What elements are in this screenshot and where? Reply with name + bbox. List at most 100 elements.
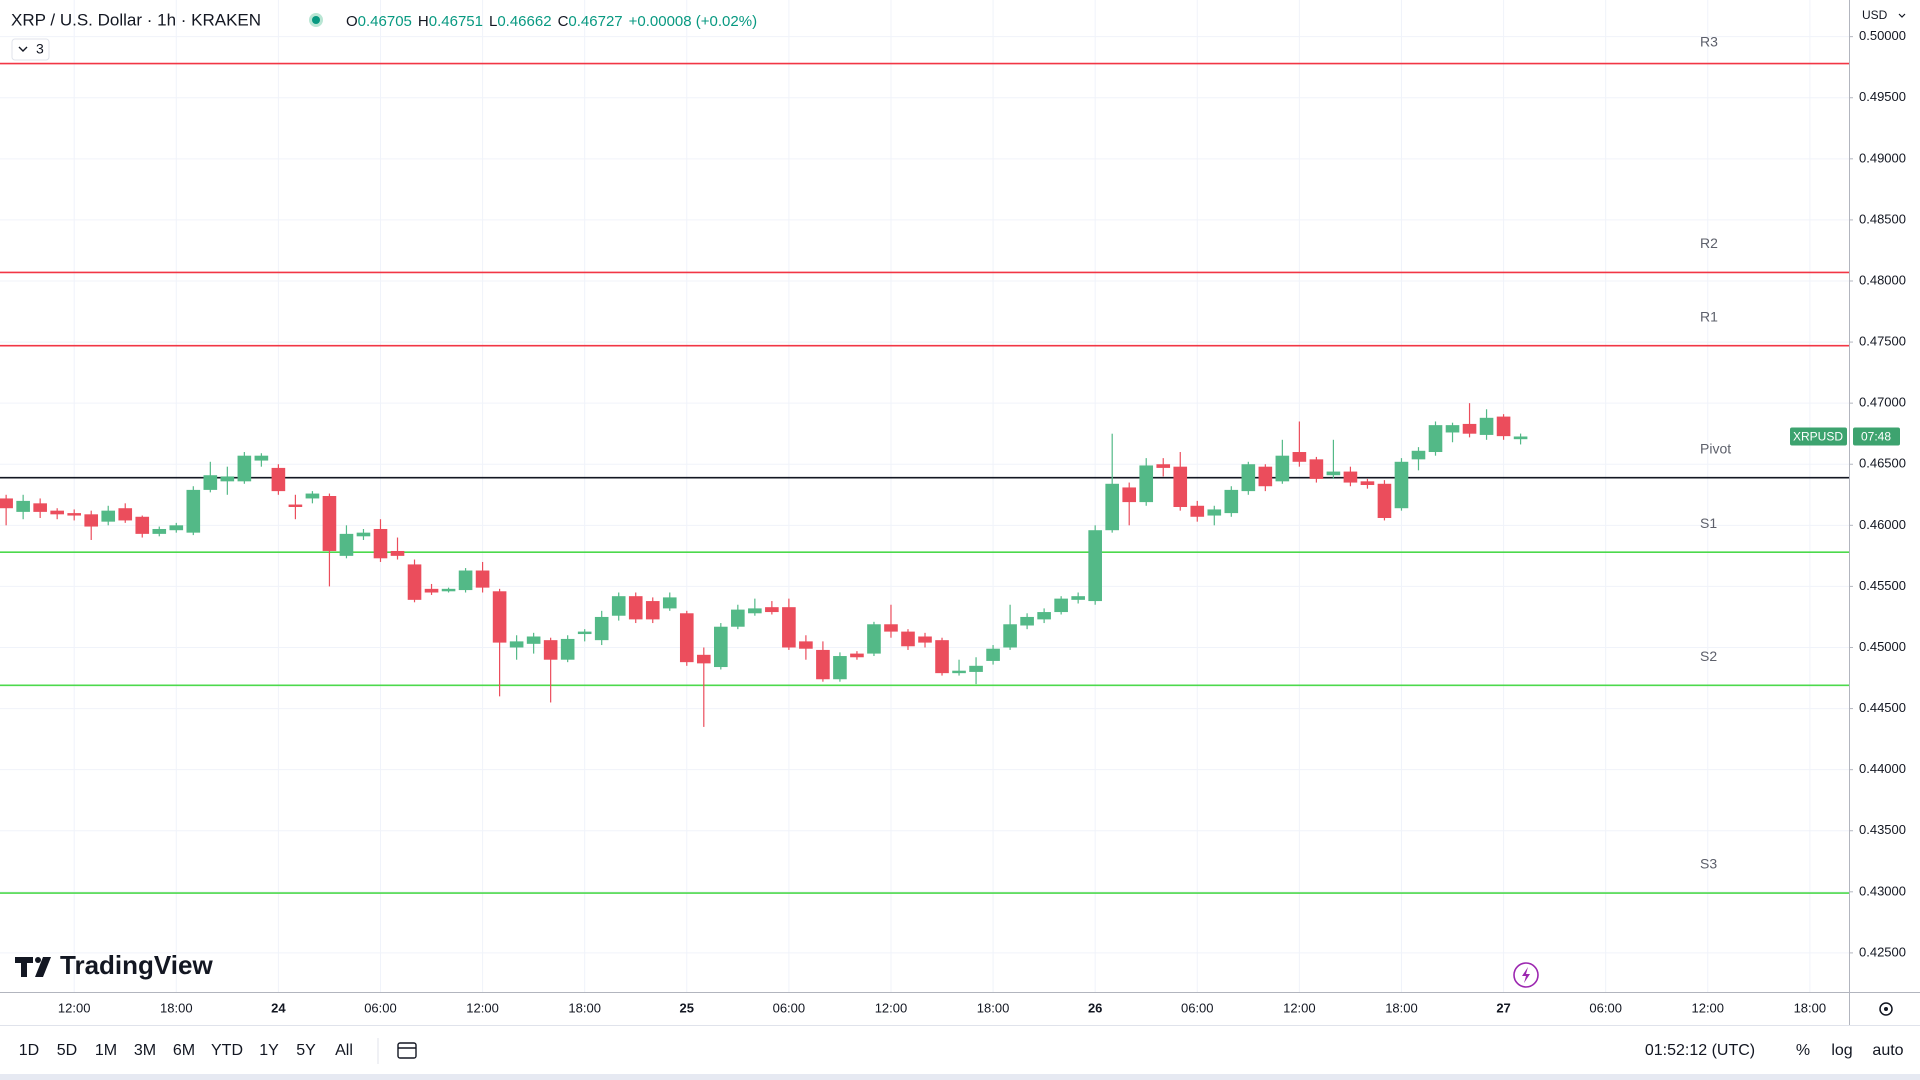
candle-body (1122, 487, 1137, 503)
chevron-icon (18, 46, 28, 52)
range-button[interactable]: 1Y (259, 1042, 279, 1059)
x-tick-label: 18:00 (568, 1000, 601, 1015)
x-tick-label: 12:00 (875, 1000, 908, 1015)
x-tick-label: 18:00 (977, 1000, 1010, 1015)
range-button[interactable]: 1D (19, 1042, 39, 1059)
price-tag-symbol: XRPUSD (1793, 430, 1843, 444)
ohlc-letter: H (418, 13, 429, 30)
candle-body (714, 626, 728, 668)
ohlc-change: +0.00008 (+0.02%) (629, 13, 757, 30)
candle-body (1343, 471, 1358, 483)
overlay: XRP / U.S. Dollar · 1h · KRAKEN O0.46705… (11, 8, 1906, 1064)
y-tick-label: 0.49500 (1859, 89, 1906, 104)
candle-body (679, 613, 694, 663)
pivot-label: R2 (1700, 235, 1718, 251)
candle-body (407, 564, 422, 600)
candle-body (867, 624, 881, 654)
candle-body (186, 489, 201, 533)
x-tick-label: 06:00 (1589, 1000, 1622, 1015)
candle-body (322, 496, 337, 551)
y-tick-label: 0.45000 (1859, 639, 1906, 654)
pivot-label: R3 (1700, 34, 1718, 50)
candle-body (782, 607, 796, 648)
candle-body (475, 570, 490, 588)
candle-body (254, 455, 269, 461)
x-tick-label: 12:00 (1691, 1000, 1724, 1015)
currency-select[interactable]: USD (1862, 8, 1888, 22)
candle-body (577, 631, 592, 635)
range-button[interactable]: YTD (211, 1042, 243, 1059)
candle-body (1326, 471, 1341, 476)
y-tick-label: 0.48500 (1859, 211, 1906, 226)
candle-body (969, 665, 983, 672)
candle-body (611, 596, 626, 616)
indicator-count: 3 (36, 41, 44, 57)
candle-body (952, 670, 966, 674)
x-tick-label: 25 (680, 1000, 694, 1015)
clock: 01:52:12 (UTC) (1645, 1042, 1755, 1059)
candle-body (1241, 464, 1256, 492)
candle-body (662, 597, 677, 609)
candle-body (645, 601, 660, 620)
x-tick-label: 26 (1088, 1000, 1102, 1015)
candle-body (1207, 509, 1222, 516)
candle-body (1105, 483, 1119, 531)
y-tick-label: 0.47500 (1859, 334, 1906, 349)
market-status-dot (312, 16, 320, 24)
events-icon[interactable] (1513, 962, 1539, 988)
range-button[interactable]: 6M (173, 1042, 195, 1059)
candle-body (1377, 483, 1392, 518)
y-tick-label: 0.49000 (1859, 150, 1906, 165)
settings-icon[interactable] (1879, 1002, 1893, 1016)
candle-body (748, 608, 762, 614)
y-tick-label: 0.43500 (1859, 822, 1906, 837)
candle-body (305, 493, 320, 499)
range-button[interactable]: 3M (134, 1042, 156, 1059)
ohlc-value: 0.46727 (568, 13, 622, 30)
candle-body (884, 624, 898, 632)
candle-body (696, 654, 711, 664)
candle-body (509, 641, 524, 648)
y-tick-label: 0.45500 (1859, 578, 1906, 593)
ohlc-letter: O (346, 13, 358, 30)
lightning-icon (1522, 967, 1530, 983)
pivot-label: Pivot (1700, 440, 1731, 456)
candle-body (237, 455, 252, 482)
scale-option[interactable]: log (1831, 1042, 1852, 1059)
candle-body (271, 467, 286, 492)
scale-option[interactable]: % (1796, 1042, 1810, 1059)
range-button[interactable]: 5Y (296, 1042, 316, 1059)
candle-body (1513, 436, 1528, 440)
candle-body (731, 609, 745, 627)
range-button[interactable]: All (335, 1042, 353, 1059)
pivot-label: S2 (1700, 648, 1717, 664)
indicator-toggle[interactable] (11, 38, 50, 61)
logo-mark-slash (35, 957, 51, 977)
x-tick-label: 27 (1496, 1000, 1510, 1015)
candle-body (560, 638, 575, 660)
candle-body (918, 636, 932, 643)
candle-body (1258, 466, 1273, 487)
range-button[interactable]: 1M (95, 1042, 117, 1059)
candle-body (1428, 425, 1443, 453)
y-tick-label: 0.48000 (1859, 272, 1906, 287)
candle-body (169, 525, 184, 531)
date-range-icon[interactable] (397, 1042, 417, 1059)
candle-body (203, 475, 218, 490)
candle-body (0, 498, 13, 509)
candle-body (1479, 417, 1494, 435)
candle-body (118, 508, 133, 521)
candle-body (901, 631, 915, 647)
candle-body (526, 636, 541, 644)
candle-body (441, 588, 456, 592)
candle-body (1088, 530, 1102, 602)
candle-body (1020, 616, 1034, 626)
currency-chevron (1898, 13, 1906, 18)
ohlc-letter: C (558, 13, 569, 30)
scale-option[interactable]: auto (1872, 1042, 1903, 1059)
candle-body (1309, 459, 1324, 479)
range-button[interactable]: 5D (57, 1042, 77, 1059)
x-tick-label: 18:00 (1385, 1000, 1418, 1015)
candle-body (339, 533, 354, 556)
